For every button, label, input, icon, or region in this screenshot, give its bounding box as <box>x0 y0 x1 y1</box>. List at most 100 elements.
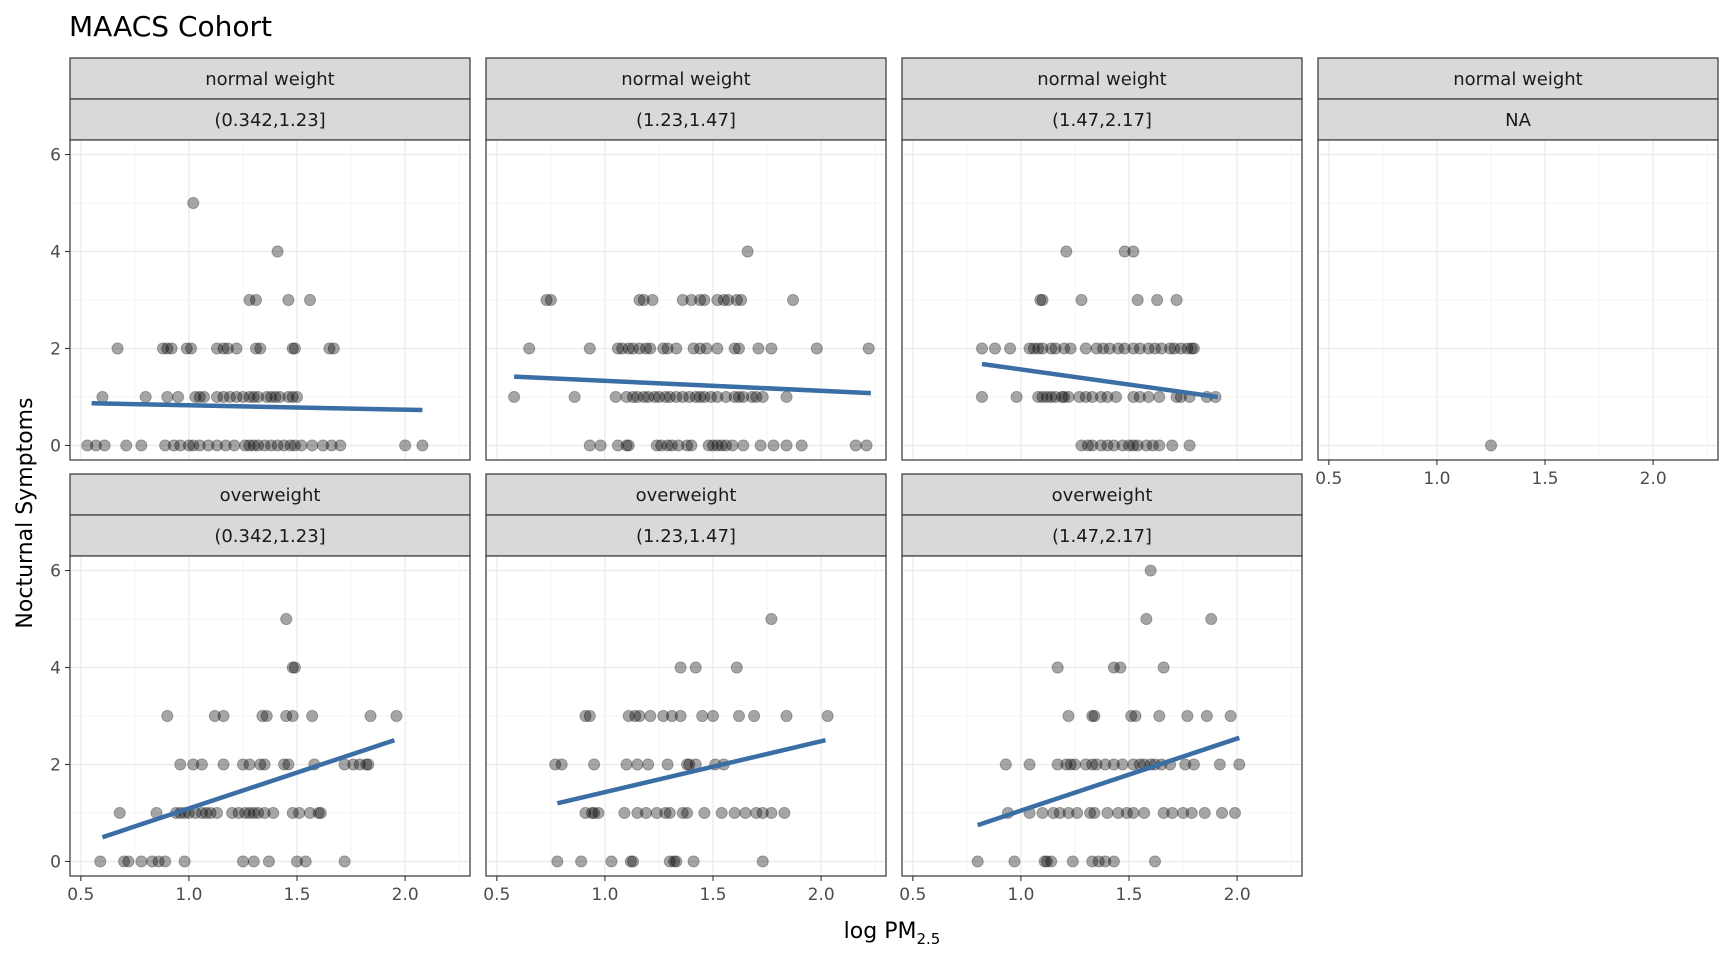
data-point <box>665 709 679 723</box>
data-point <box>217 390 230 404</box>
data-point <box>780 390 793 404</box>
data-point <box>609 390 622 404</box>
data-point <box>1086 709 1099 723</box>
data-point <box>208 709 221 723</box>
data-point <box>1140 439 1153 452</box>
data-point <box>1127 806 1140 820</box>
data-point <box>1094 439 1108 452</box>
data-point <box>1040 855 1053 868</box>
data-point <box>739 806 752 820</box>
data-point <box>663 390 676 404</box>
data-point <box>975 390 989 404</box>
panel-border <box>69 139 471 461</box>
data-point <box>1157 806 1170 820</box>
x-tick-label: 1.5 <box>284 885 311 905</box>
data-point <box>594 439 607 452</box>
data-point <box>1107 855 1120 868</box>
data-point <box>1066 855 1079 868</box>
y-axis-title: Nocturnal Symptoms <box>13 397 38 628</box>
data-point <box>254 758 267 771</box>
data-point <box>323 342 336 355</box>
data-point <box>1045 342 1058 355</box>
data-point <box>741 245 754 258</box>
data-point <box>260 709 273 723</box>
data-point <box>1075 293 1088 307</box>
data-point <box>1103 342 1116 355</box>
data-point <box>243 806 256 820</box>
strip-top-label: overweight <box>1052 485 1153 506</box>
data-point <box>288 342 301 355</box>
panel-border <box>901 139 1303 461</box>
data-point <box>717 293 730 307</box>
data-point <box>146 855 159 868</box>
data-point <box>1228 806 1242 820</box>
data-point <box>1064 758 1077 771</box>
data-point <box>89 439 103 452</box>
data-point <box>187 196 200 210</box>
data-point <box>1174 342 1188 355</box>
data-point <box>280 709 293 723</box>
data-point <box>1081 439 1095 452</box>
data-point <box>1045 390 1058 404</box>
data-point <box>644 342 657 355</box>
data-point <box>187 439 200 452</box>
data-point <box>252 806 265 820</box>
data-point <box>288 661 301 674</box>
data-point <box>303 293 317 307</box>
chart-title: MAACS Cohort <box>69 10 272 43</box>
data-point <box>1101 390 1114 404</box>
data-point <box>680 439 694 452</box>
x-axis-title: log PM2.5 <box>844 919 941 948</box>
data-point <box>282 293 295 307</box>
data-point <box>1023 758 1036 771</box>
data-point <box>639 806 653 820</box>
data-point <box>672 439 685 452</box>
data-point <box>1079 390 1092 404</box>
data-point <box>122 855 135 868</box>
x-tick-label: 1.5 <box>1532 469 1559 489</box>
data-point <box>786 293 800 307</box>
data-point <box>1166 806 1179 820</box>
data-point <box>622 709 635 723</box>
data-point <box>1049 390 1062 404</box>
data-point <box>616 342 629 355</box>
data-point <box>732 342 746 355</box>
data-point <box>338 855 351 868</box>
data-point <box>264 390 278 404</box>
data-point <box>1004 342 1017 355</box>
data-point <box>693 342 707 355</box>
data-point <box>657 342 670 355</box>
data-point <box>195 758 208 771</box>
data-point <box>1120 806 1133 820</box>
data-point <box>719 439 733 452</box>
data-point <box>689 390 702 404</box>
strip-bottom-bg <box>1317 98 1719 141</box>
data-point <box>286 806 299 820</box>
data-point <box>540 293 553 307</box>
data-point <box>1101 806 1114 820</box>
data-point <box>252 390 265 404</box>
data-point <box>620 439 633 452</box>
strip-top-label: normal weight <box>1453 69 1582 90</box>
panel-border <box>901 555 1303 877</box>
x-tick-label: 0.5 <box>1315 469 1342 489</box>
data-point <box>644 709 657 723</box>
data-point <box>1051 661 1064 674</box>
data-point <box>117 855 131 868</box>
data-point <box>258 439 271 452</box>
data-point <box>239 439 252 452</box>
data-point <box>1079 342 1092 355</box>
data-point <box>652 390 666 404</box>
x-tick-label: 1.0 <box>591 885 618 905</box>
data-point <box>737 439 750 452</box>
data-point <box>249 293 263 307</box>
data-point <box>1148 855 1162 868</box>
data-point <box>288 439 301 452</box>
data-point <box>174 439 187 452</box>
data-point <box>583 439 596 452</box>
data-point <box>1088 709 1101 723</box>
data-point <box>200 806 213 820</box>
data-point <box>135 439 148 452</box>
strip-top-label: overweight <box>220 485 321 506</box>
data-point <box>756 390 769 404</box>
